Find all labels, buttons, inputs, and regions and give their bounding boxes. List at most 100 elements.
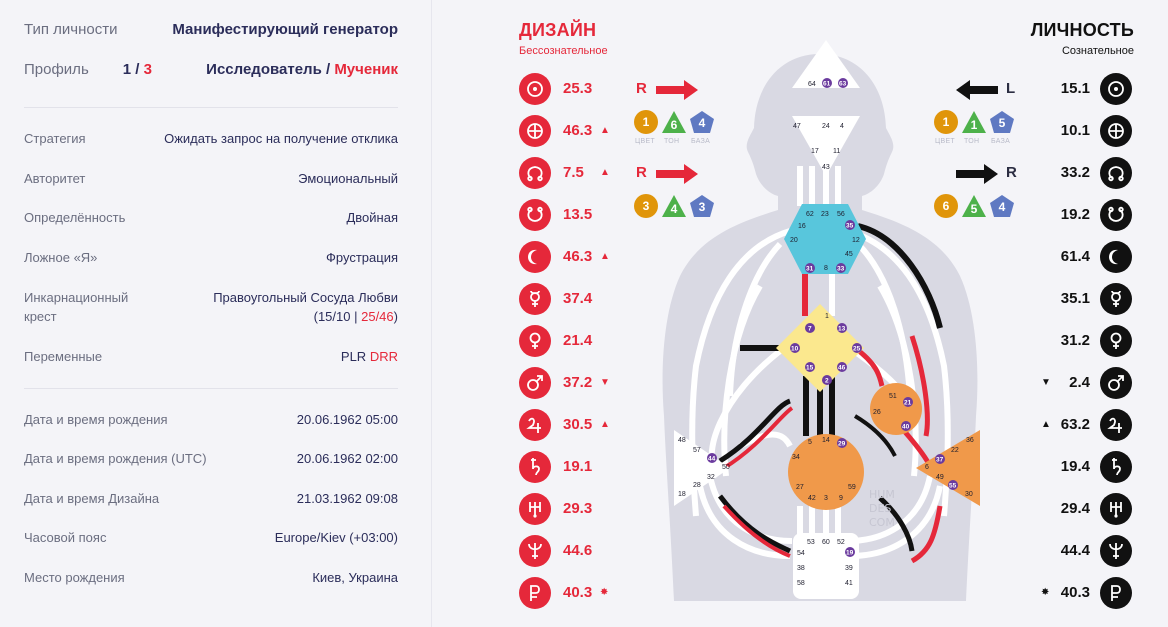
variables-value: PLR DRR bbox=[341, 347, 398, 367]
gate-31-marker bbox=[805, 263, 815, 273]
gate-29: 29 bbox=[838, 441, 846, 448]
gate-21-marker bbox=[903, 397, 913, 407]
personality-neptune-icon bbox=[1100, 535, 1132, 567]
defined-channels bbox=[718, 223, 943, 564]
place-label: Место рождения bbox=[24, 570, 125, 585]
gate-43: 43 bbox=[822, 164, 830, 171]
gate-46: 46 bbox=[838, 365, 846, 372]
authority-value: Эмоциональный bbox=[298, 171, 398, 186]
personality-title: ЛИЧНОСТЬ bbox=[1030, 20, 1134, 40]
gate-19: 19 bbox=[846, 550, 854, 557]
gate-13: 13 bbox=[838, 326, 846, 333]
gate-33: 33 bbox=[837, 266, 845, 273]
gate-29-marker bbox=[837, 438, 847, 448]
divider bbox=[24, 107, 398, 108]
design-time-value: 21.03.1962 09:08 bbox=[296, 491, 398, 506]
place-value: Киев, Украина bbox=[312, 570, 398, 585]
design-moon-icon bbox=[519, 241, 551, 273]
design-planet-value: 19.1 bbox=[563, 458, 593, 475]
gate-50: 50 bbox=[722, 464, 730, 471]
design-sun-icon bbox=[519, 73, 551, 105]
color-badge: 3 bbox=[634, 194, 658, 218]
gate-16: 16 bbox=[798, 223, 806, 230]
gate-12: 12 bbox=[852, 237, 860, 244]
color-caption: ЦВЕТ bbox=[635, 138, 655, 145]
personality-south-node-icon bbox=[1100, 199, 1132, 231]
personality-moon-icon bbox=[1100, 241, 1132, 273]
design-planet-mark: ▲ bbox=[600, 419, 610, 430]
gate-36: 36 bbox=[966, 437, 974, 444]
definition-value: Двойная bbox=[346, 210, 398, 225]
gate-60: 60 bbox=[822, 539, 830, 546]
notself-label: Ложное «Я» bbox=[24, 250, 98, 265]
gate-21: 21 bbox=[904, 400, 912, 407]
personality-earth-icon bbox=[1100, 115, 1132, 147]
timezone-label: Часовой пояс bbox=[24, 530, 107, 545]
tone-badge: 1 bbox=[962, 110, 986, 134]
personality-pluto-icon bbox=[1100, 577, 1132, 609]
watermark-line-2: DES bbox=[869, 502, 891, 515]
cross-bar: | bbox=[350, 309, 362, 324]
gate-52: 52 bbox=[837, 539, 845, 546]
watermark-line-3: COM bbox=[869, 516, 895, 529]
gate-22: 22 bbox=[951, 447, 959, 454]
personality-bottom-direction: R bbox=[1006, 164, 1017, 181]
root-center bbox=[793, 533, 859, 599]
design-south-node-icon bbox=[519, 199, 551, 231]
gate-37-marker bbox=[935, 454, 945, 464]
birth-value: 20.06.1962 05:00 bbox=[296, 412, 398, 427]
gate-17: 17 bbox=[811, 148, 819, 155]
birth-utc-label: Дата и время рождения (UTC) bbox=[24, 451, 207, 466]
personality-planet-value: 15.1 bbox=[1060, 80, 1090, 97]
personality-planet-mark: ▼ bbox=[1041, 377, 1051, 388]
cross-gates-personality: 15/10 bbox=[317, 309, 351, 324]
tone-badge: 6 bbox=[662, 110, 686, 134]
gate-46-marker bbox=[837, 362, 847, 372]
info-panel: Тип личности Манифестирующий генератор П… bbox=[0, 0, 432, 627]
design-planet-value: 46.3 bbox=[563, 248, 593, 265]
gate-28: 28 bbox=[693, 482, 701, 489]
variables-design: DRR bbox=[369, 349, 398, 364]
design-jupiter-icon bbox=[519, 409, 551, 441]
design-neptune-icon bbox=[519, 535, 551, 567]
gate-64: 64 bbox=[808, 81, 816, 88]
type-label: Тип личности bbox=[24, 21, 118, 38]
gate-40-marker bbox=[901, 421, 911, 431]
design-top-direction: R bbox=[636, 80, 647, 97]
design-planet-value: 21.4 bbox=[563, 332, 593, 349]
sacral-center bbox=[788, 434, 864, 510]
ajna-center bbox=[792, 116, 860, 176]
solar-plexus-center bbox=[916, 430, 980, 506]
profile-line-2: 3 bbox=[143, 61, 152, 78]
design-saturn-icon bbox=[519, 451, 551, 483]
design-mars-icon bbox=[519, 367, 551, 399]
divider bbox=[24, 388, 398, 389]
profile-name-1: Исследователь bbox=[206, 61, 322, 78]
personality-planet-value: 2.4 bbox=[1069, 374, 1090, 391]
tone-value: 1 bbox=[970, 118, 978, 132]
gate-30: 30 bbox=[965, 491, 973, 498]
color-badge: 1 bbox=[934, 110, 958, 134]
design-earth-icon bbox=[519, 115, 551, 147]
cross-close: ) bbox=[393, 309, 398, 324]
cross-label-1: Инкарнационный bbox=[24, 290, 129, 305]
design-planet-mark: ▼ bbox=[600, 377, 610, 388]
design-planet-value: 7.5 bbox=[563, 164, 584, 181]
gate-40: 40 bbox=[902, 424, 910, 431]
gate-24: 24 bbox=[822, 123, 830, 130]
strategy-value: Ожидать запрос на получение отклика bbox=[164, 131, 398, 146]
design-planet-mark: ▲ bbox=[600, 251, 610, 262]
design-planet-value: 46.3 bbox=[563, 122, 593, 139]
gate-7-marker bbox=[805, 323, 815, 333]
profile-slash: / bbox=[131, 61, 144, 78]
arrow-right-icon bbox=[956, 164, 998, 184]
gate-11: 11 bbox=[833, 148, 840, 155]
personality-planet-value: 29.4 bbox=[1060, 500, 1090, 517]
gate-2-marker bbox=[822, 375, 832, 385]
profile-separator: / bbox=[321, 61, 335, 78]
gate-25-marker bbox=[852, 343, 862, 353]
tone-caption: ТОН bbox=[664, 138, 680, 145]
base-value: 3 bbox=[698, 200, 706, 214]
tone-badge: 5 bbox=[962, 194, 986, 218]
gate-18: 18 bbox=[678, 491, 686, 498]
